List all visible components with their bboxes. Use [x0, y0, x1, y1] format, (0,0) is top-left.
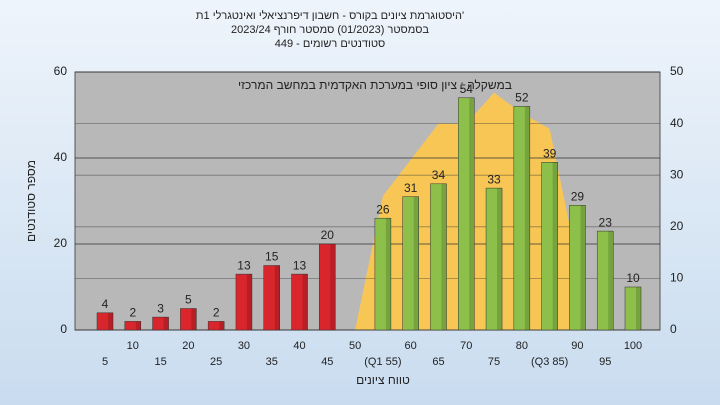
y2-tick-label: 30	[670, 167, 684, 181]
x-tick-label: 30	[238, 340, 250, 352]
x-tick-label: 90	[571, 340, 583, 352]
annotation: במשקלה : ציון סופי במערכת האקדמית במחשב …	[238, 78, 512, 92]
value-label: 26	[376, 202, 390, 216]
y2-tick-label: 50	[670, 64, 684, 78]
value-label: 5	[185, 293, 192, 307]
bar-shade	[219, 321, 225, 330]
bar-shade	[163, 317, 169, 330]
bar-shade	[330, 244, 336, 330]
value-label: 29	[571, 189, 585, 203]
bar	[235, 273, 253, 331]
x-tick-label: 100	[624, 340, 642, 352]
value-label: 13	[237, 258, 251, 272]
bar	[541, 162, 558, 331]
x-tick-label: 95	[599, 356, 611, 368]
bar-shade	[608, 231, 614, 330]
bar	[180, 308, 197, 331]
x-tick-label: 65	[432, 356, 444, 368]
x-tick-label: 15	[154, 356, 166, 368]
x-tick-label: 45	[321, 356, 333, 368]
bar-shade	[302, 274, 308, 330]
x-tick-label: 40	[293, 340, 305, 352]
x-tick-label: 70	[460, 340, 472, 352]
bar	[458, 97, 475, 331]
x-tick-label: 10	[127, 340, 139, 352]
x-tick-label: 60	[405, 340, 417, 352]
x-tick-label: 80	[516, 340, 528, 352]
y-axis-label: מספר סטודנטים	[24, 160, 38, 242]
x-tick-label: 75	[488, 356, 500, 368]
value-label: 20	[321, 228, 335, 242]
bar-shade	[135, 321, 141, 330]
bar	[402, 196, 419, 331]
bar	[596, 230, 614, 331]
bar-shade	[497, 188, 503, 330]
bar-shade	[580, 205, 586, 330]
bar-shade	[385, 218, 391, 330]
bar	[569, 205, 586, 331]
x-tick-label: 25	[210, 356, 222, 368]
bar	[263, 265, 280, 331]
bar	[430, 183, 447, 331]
value-label: 54	[460, 82, 474, 96]
y2-tick-label: 10	[670, 271, 684, 285]
chart-title: היסטוגרמת ציונים בקורס - חשבון דיפרנציאל…	[196, 9, 464, 22]
x-tick-label: (Q3 85)	[531, 356, 568, 368]
value-label: 4	[102, 297, 109, 311]
bar	[124, 321, 142, 331]
chart-subtitle: בסמסטר (01/2023) סמסטר חורף 2023/24	[231, 24, 429, 36]
bar	[291, 273, 308, 331]
bar	[624, 286, 642, 331]
bar	[319, 243, 336, 331]
y2-tick-label: 40	[670, 116, 684, 130]
y-tick-label: 40	[54, 150, 68, 164]
value-label: 15	[265, 250, 279, 264]
bar	[374, 217, 392, 331]
value-label: 2	[213, 306, 220, 320]
bar	[207, 321, 225, 331]
bar	[513, 106, 531, 331]
value-label: 39	[543, 146, 557, 160]
bar-shade	[524, 106, 530, 331]
x-axis-label: טווח ציונים	[356, 373, 410, 387]
chart-subtitle: סטודנטים רשומים - 449	[275, 38, 386, 50]
x-tick-label: 5	[102, 356, 108, 368]
bar-shade	[441, 183, 447, 330]
bar	[485, 187, 503, 331]
value-label: 31	[404, 181, 418, 195]
bar-shade	[108, 312, 113, 330]
value-label: 52	[515, 91, 529, 105]
bar-shade	[636, 287, 641, 330]
y-tick-label: 20	[54, 236, 68, 250]
y-tick-label: 0	[60, 322, 67, 336]
y2-tick-label: 0	[670, 322, 677, 336]
x-tick-label: 35	[266, 356, 278, 368]
bar-shade	[246, 274, 252, 330]
x-tick-label: (Q1 55)	[364, 356, 401, 368]
bar-shade	[469, 97, 475, 330]
y2-tick-label: 20	[670, 219, 684, 233]
value-label: 10	[626, 271, 640, 285]
value-label: 3	[157, 301, 164, 315]
value-label: 23	[599, 215, 613, 229]
value-label: 13	[293, 258, 307, 272]
x-tick-label: 20	[182, 340, 194, 352]
y-tick-label: 60	[54, 64, 68, 78]
bar-shade	[552, 162, 558, 330]
value-label: 33	[487, 172, 501, 186]
x-tick-label: 50	[349, 340, 361, 352]
value-label: 2	[129, 306, 136, 320]
bar-shade	[274, 265, 280, 330]
bar-shade	[191, 308, 197, 330]
value-label: 34	[432, 168, 446, 182]
bar	[152, 316, 169, 331]
bar-shade	[413, 196, 419, 330]
bar	[96, 312, 114, 331]
